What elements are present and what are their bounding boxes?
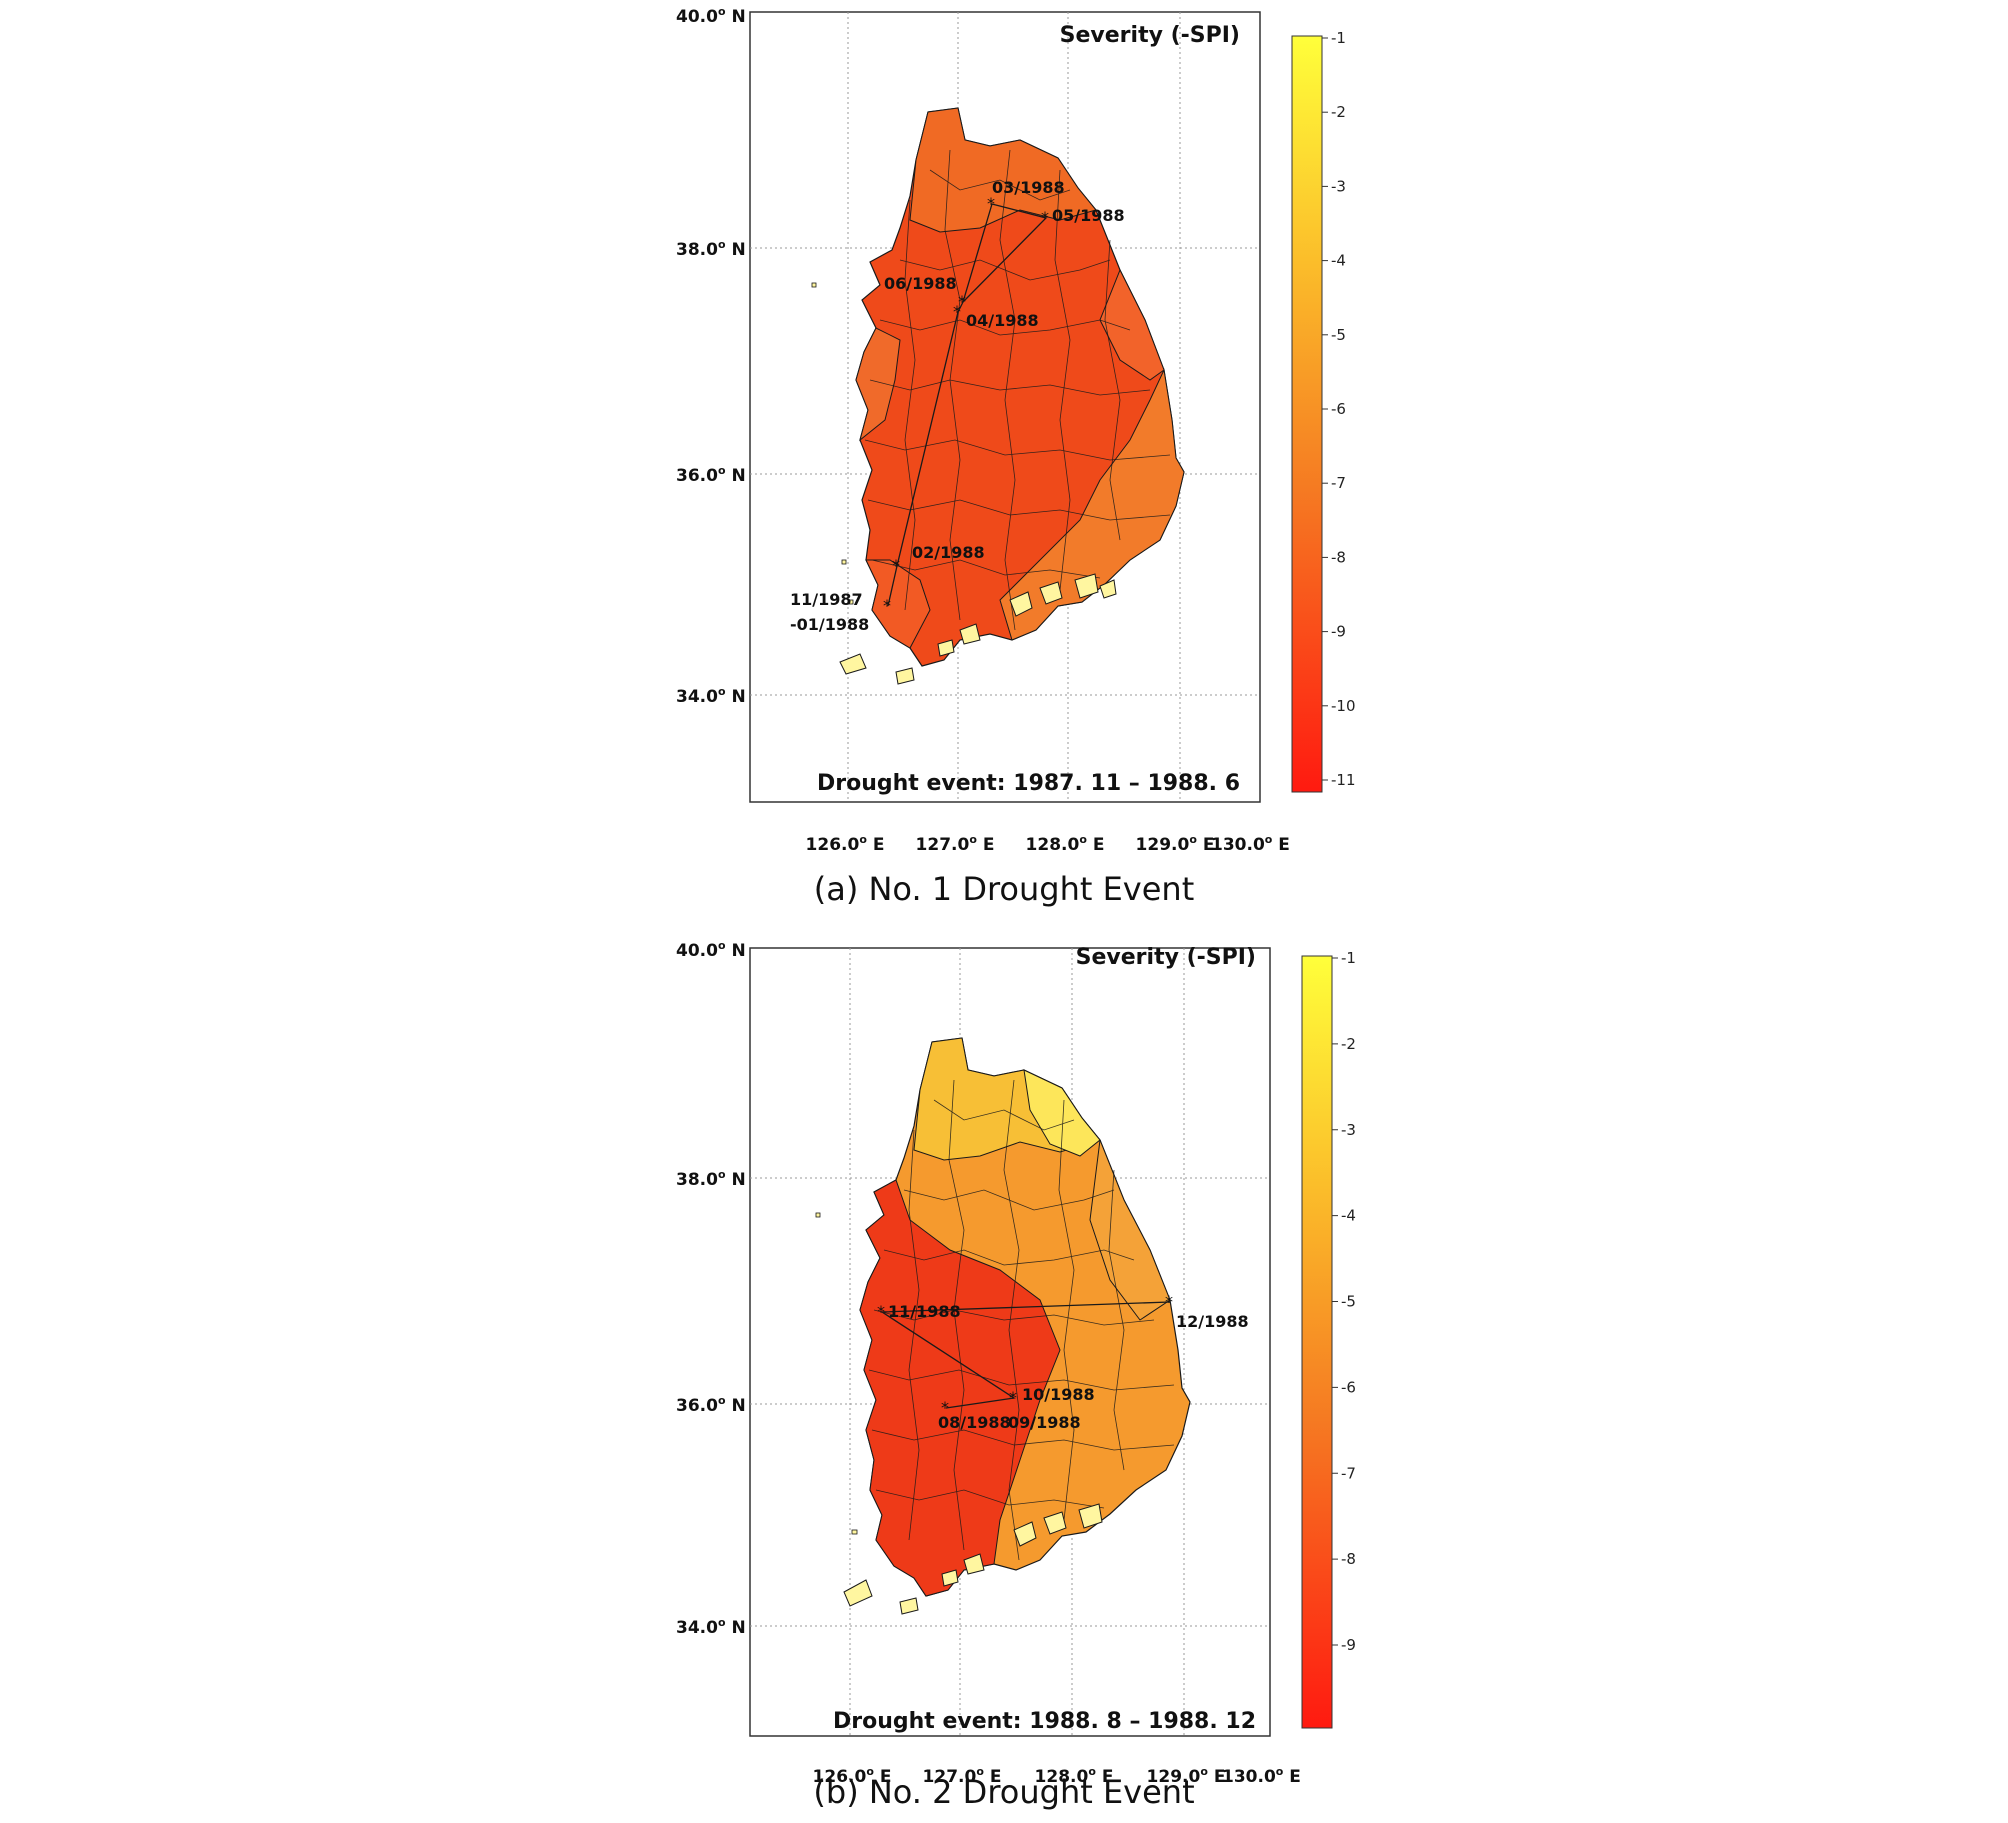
route-label: 10/1988	[1022, 1385, 1095, 1404]
lat-label: 34.0o N	[676, 685, 746, 707]
route-point-marker: *	[877, 1302, 885, 1321]
korea-landmass	[815, 1037, 1191, 1615]
event-period: Drought event: 1987. 11 – 1988. 6	[817, 771, 1240, 796]
lon-label: 128.0o E	[1026, 833, 1105, 855]
colorbar-tick-label: -2	[1341, 1035, 1356, 1053]
route-point-marker: *	[1041, 208, 1049, 227]
colorbar	[1291, 35, 1323, 793]
colorbar-tick-label: -9	[1331, 623, 1346, 641]
lat-label: 38.0o N	[676, 1168, 746, 1190]
colorbar-tick-label: -10	[1331, 697, 1356, 715]
drought-centroid-track: * * * * * *	[883, 194, 1049, 615]
colorbar-ticks: -1 -2 -3 -4 -5 -6 -7 -8 -9 -10 -11	[1322, 29, 1356, 789]
colorbar-tick-label: -6	[1341, 1378, 1356, 1396]
lat-label: 38.0o N	[676, 238, 746, 260]
colorbar-title: Severity (-SPI)	[1076, 945, 1256, 970]
route-point-marker: *	[987, 194, 995, 213]
route-point-marker: *	[958, 292, 966, 311]
colorbar-tick-label: -2	[1331, 103, 1346, 121]
colorbar-ticks: -1 -2 -3 -4 -5 -6 -7 -8 -9	[1332, 949, 1356, 1654]
lon-label: 128.0o E	[1035, 1765, 1114, 1787]
route-label: 08/1988	[938, 1413, 1011, 1432]
longitude-labels: 126.0o E 127.0o E 128.0o E 129.0o E 130.…	[806, 833, 1290, 855]
map-figure: * * * * * * 03/1988 05/1988 06/1988 04/1…	[676, 5, 1356, 855]
route-label: 02/1988	[912, 543, 985, 562]
longitude-labels: 126.0o E 127.0o E 128.0o E 129.0o E 130.…	[813, 1765, 1301, 1787]
route-label: 09/1988	[1008, 1413, 1081, 1432]
lat-label: 36.0o N	[676, 464, 746, 486]
colorbar	[1301, 955, 1333, 1729]
colorbar-tick-label: -4	[1331, 252, 1346, 270]
route-point-marker: *	[883, 596, 891, 615]
lon-label: 127.0o E	[923, 1765, 1002, 1787]
drought-centroid-track: * * * *	[877, 1292, 1173, 1417]
colorbar-tick-label: -8	[1341, 1550, 1356, 1568]
route-label: 03/1988	[992, 178, 1065, 197]
route-point-marker: *	[892, 556, 900, 575]
lat-label: 40.0o N	[676, 5, 746, 27]
colorbar-tick-label: -8	[1331, 548, 1346, 566]
route-label: 06/1988	[884, 274, 957, 293]
colorbar-tick-label: -9	[1341, 1636, 1356, 1654]
route-label: 11/1987	[790, 590, 863, 609]
colorbar-tick-label: -5	[1341, 1293, 1356, 1311]
route-point-marker: *	[953, 302, 961, 321]
route-label: 12/1988	[1176, 1312, 1249, 1331]
route-point-marker: *	[1009, 1388, 1017, 1407]
lat-label: 40.0o N	[676, 939, 746, 961]
lon-label: 130.0o E	[1222, 1765, 1301, 1787]
lon-label: 126.0o E	[813, 1765, 892, 1787]
colorbar-tick-label: -3	[1341, 1121, 1356, 1139]
colorbar-tick-label: -4	[1341, 1207, 1356, 1225]
panel-drought-event-2: * * * * 11/1988 12/1988 10/1988 08/1988 …	[0, 920, 2008, 1823]
colorbar-tick-label: -1	[1331, 29, 1346, 47]
route-point-marker: *	[941, 1398, 949, 1417]
colorbar-tick-label: -6	[1331, 400, 1346, 418]
colorbar-title: Severity (-SPI)	[1060, 23, 1240, 48]
figure-caption: (b) No. 2 Drought Event	[813, 1773, 1195, 1811]
figure-caption: (a) No. 1 Drought Event	[813, 870, 1195, 908]
latitude-labels: 40.0o N 38.0o N 36.0o N 34.0o N	[676, 5, 746, 707]
panel-drought-event-1: * * * * * * 03/1988 05/1988 06/1988 04/1…	[676, 5, 1356, 908]
colorbar-tick-label: -5	[1331, 326, 1346, 344]
event-period: Drought event: 1988. 8 – 1988. 12	[833, 1709, 1256, 1734]
lat-label: 34.0o N	[676, 1616, 746, 1638]
lon-label: 126.0o E	[806, 833, 885, 855]
colorbar-tick-label: -3	[1331, 177, 1346, 195]
colorbar-tick-label: -11	[1331, 771, 1356, 789]
lon-label: 129.0o E	[1147, 1765, 1226, 1787]
colorbar-tick-label: -7	[1331, 474, 1346, 492]
lon-label: 129.0o E	[1136, 833, 1215, 855]
latitude-labels: 40.0o N 38.0o N 36.0o N 34.0o N	[676, 939, 746, 1638]
map-figure: * * * * 11/1988 12/1988 10/1988 08/1988 …	[676, 939, 1356, 1787]
route-label: -01/1988	[790, 615, 869, 634]
route-point-marker: *	[1165, 1292, 1173, 1311]
route-label: 11/1988	[888, 1302, 961, 1321]
lat-label: 36.0o N	[676, 1394, 746, 1416]
korea-landmass	[811, 107, 1185, 685]
route-label: 05/1988	[1052, 206, 1125, 225]
route-label: 04/1988	[966, 311, 1039, 330]
colorbar-tick-label: -7	[1341, 1464, 1356, 1482]
lon-label: 130.0o E	[1211, 833, 1290, 855]
colorbar-tick-label: -1	[1341, 949, 1356, 967]
lon-label: 127.0o E	[916, 833, 995, 855]
